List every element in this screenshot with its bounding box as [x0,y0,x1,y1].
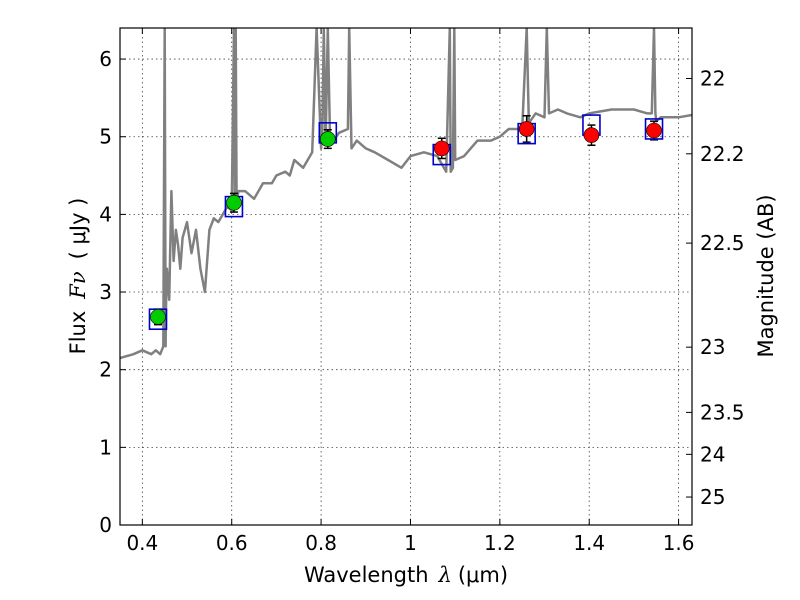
x-axis-label: Wavelength λ (μm) [304,563,508,587]
y2-tick-label: 24 [700,442,725,466]
y-tick-label: 1 [99,435,112,459]
y-tick-label: 3 [99,280,112,304]
y2-tick-label: 22 [700,66,725,90]
y2-tick-label: 22.2 [700,142,745,166]
y-tick-label: 4 [99,202,112,226]
plot-area [120,28,692,360]
y2-tick-label: 25 [700,485,725,509]
y2-tick-label: 23.5 [700,400,745,424]
y-tick-label: 0 [99,513,112,537]
optical-data-point [226,194,242,211]
optical-data-point [319,131,336,147]
y-tick-label: 6 [99,47,112,71]
nir-data-point [433,140,450,157]
x-tick-label: 1.2 [484,531,516,555]
y2-tick-label: 23 [700,335,725,359]
plot-frame [119,27,693,526]
spectrum-line [120,28,692,360]
x-tick-label: 0.4 [126,531,158,555]
x-tick-label: 0.6 [216,531,248,555]
nir-data-point [518,121,535,137]
optical-data-point [150,309,166,325]
y2-tick-label: 22.5 [700,231,745,255]
axis-ticks: 0.4 0.6 0.8 1 1.2 1.4 1.601234562222.222.52323… [99,28,745,555]
nir-data-point [646,122,662,139]
y-tick-label: 2 [99,358,112,382]
x-tick-label: 1 [404,531,417,555]
grid-lines [120,28,692,526]
nir-data-point [583,127,600,143]
x-tick-label: 0.8 [305,531,337,555]
model-band-square [644,118,664,140]
y2-axis-label: Magnitude (AB) [754,194,778,357]
y-axis-label: FluxFν( μJy ) [66,198,90,355]
x-tick-label: 1.6 [663,531,695,555]
plot-content [120,28,692,360]
y-tick-label: 5 [99,125,112,149]
x-tick-label: 1.4 [573,531,605,555]
